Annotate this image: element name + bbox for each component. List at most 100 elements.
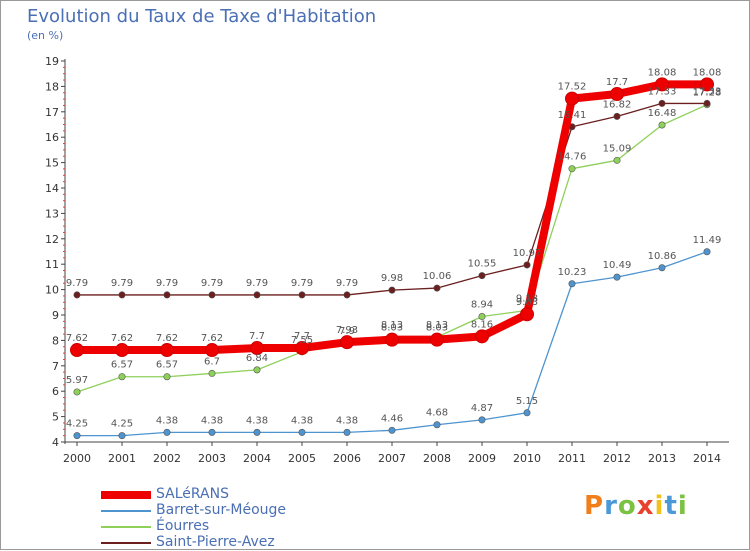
logo-letter: x — [636, 491, 655, 521]
series-barret-data-label: 10.23 — [558, 267, 587, 278]
x-tick-label: 2009 — [468, 452, 496, 465]
series-salerans-data-label: 17.7 — [606, 77, 628, 88]
series-saint-pierre-point — [163, 291, 171, 299]
x-tick-label: 2010 — [513, 452, 541, 465]
series-saint-pierre-point — [523, 261, 531, 269]
series-saint-pierre-point — [73, 291, 81, 299]
series-eourres-point — [613, 156, 621, 164]
logo-letter: i — [654, 491, 665, 521]
series-salerans-data-label: 7.62 — [111, 333, 133, 344]
x-tick-label: 2003 — [198, 452, 226, 465]
series-saint-pierre-point — [343, 291, 351, 299]
series-barret-point — [163, 428, 171, 436]
legend-swatch-eourres — [101, 526, 151, 528]
series-salerans-data-label: 7.7 — [294, 331, 310, 342]
legend-label-saint-pierre: Saint-Pierre-Avez — [156, 534, 275, 550]
series-barret-data-label: 4.68 — [426, 408, 448, 419]
series-salerans-data-label: 7.62 — [66, 333, 88, 344]
series-eourres-point — [253, 366, 261, 374]
series-saint-pierre-data-label: 9.79 — [111, 278, 133, 289]
series-barret-data-label: 4.38 — [291, 415, 313, 426]
series-barret-point — [703, 248, 711, 256]
series-barret-point — [478, 416, 486, 424]
y-tick-label: 8 — [52, 334, 59, 347]
series-eourres-data-label: 7.9 — [339, 326, 355, 337]
series-salerans-point — [565, 91, 579, 106]
series-eourres-data-label: 17.28 — [693, 88, 722, 99]
series-salerans-data-label: 17.52 — [558, 82, 587, 93]
logo-letter: P — [584, 491, 605, 521]
series-saint-pierre-data-label: 16.41 — [558, 110, 587, 121]
series-saint-pierre-data-label: 10.97 — [513, 248, 542, 259]
series-salerans-data-label: 8.03 — [426, 323, 448, 334]
series-salerans-data-label: 7.62 — [201, 333, 223, 344]
series-saint-pierre-data-label: 9.79 — [156, 278, 178, 289]
y-tick-label: 7 — [52, 360, 59, 373]
y-tick-label: 9 — [52, 309, 59, 322]
series-eourres-data-label: 8.94 — [471, 300, 493, 311]
series-salerans-point — [655, 77, 669, 92]
x-tick-label: 2006 — [333, 452, 361, 465]
series-salerans-point — [70, 343, 84, 358]
series-eourres-point — [208, 369, 216, 377]
series-salerans-data-label: 7.62 — [156, 333, 178, 344]
series-salerans-data-label: 7.93 — [336, 325, 358, 336]
legend-swatch-barret — [101, 510, 151, 512]
y-tick-label: 13 — [45, 207, 59, 220]
series-salerans-point — [430, 332, 444, 347]
series-saint-pierre-point — [118, 291, 126, 299]
series-barret-data-label: 4.46 — [381, 413, 403, 424]
y-tick-label: 5 — [52, 411, 59, 424]
series-salerans-point — [340, 335, 354, 350]
x-tick-label: 2012 — [603, 452, 631, 465]
series-saint-pierre-data-label: 9.79 — [336, 278, 358, 289]
series-eourres-data-label: 9.18 — [516, 293, 538, 304]
logo-letter: i — [677, 491, 688, 521]
series-saint-pierre-data-label: 9.79 — [291, 278, 313, 289]
series-eourres-data-label: 8.13 — [381, 320, 403, 331]
series-salerans-point — [475, 329, 489, 344]
series-saint-pierre-point — [253, 291, 261, 299]
series-eourres-data-label: 6.57 — [156, 360, 178, 371]
series-saint-pierre-data-label: 17.33 — [648, 86, 677, 97]
series-barret-data-label: 10.49 — [603, 260, 632, 271]
legend-swatch-salerans — [101, 491, 151, 499]
series-saint-pierre-point — [478, 272, 486, 280]
y-tick-label: 10 — [45, 284, 59, 297]
y-tick-label: 19 — [45, 55, 59, 68]
series-saint-pierre-data-label: 9.79 — [246, 278, 268, 289]
series-barret-point — [388, 426, 396, 434]
x-tick-label: 2000 — [63, 452, 91, 465]
series-eourres-point — [163, 373, 171, 381]
x-tick-label: 2014 — [693, 452, 721, 465]
series-barret-data-label: 11.49 — [693, 235, 722, 246]
series-saint-pierre-point — [658, 99, 666, 107]
series-salerans-data-label: 18.08 — [693, 67, 722, 78]
series-eourres-data-label: 6.84 — [246, 353, 268, 364]
series-salerans-data-label: 8.16 — [471, 319, 493, 330]
logo-letter: o — [617, 491, 637, 521]
x-tick-label: 2004 — [243, 452, 271, 465]
x-tick-label: 2013 — [648, 452, 676, 465]
y-tick-label: 17 — [45, 106, 59, 119]
x-tick-label: 2011 — [558, 452, 586, 465]
series-saint-pierre-data-label: 9.79 — [66, 278, 88, 289]
x-tick-label: 2008 — [423, 452, 451, 465]
series-salerans-data-label: 7.7 — [249, 331, 265, 342]
series-salerans-point — [160, 343, 174, 358]
series-saint-pierre-data-label: 16.82 — [603, 99, 632, 110]
series-salerans-point — [610, 87, 624, 102]
series-saint-pierre-point — [388, 286, 396, 294]
series-eourres-data-label: 8.13 — [426, 320, 448, 331]
y-tick-label: 11 — [45, 258, 59, 271]
series-saint-pierre-data-label: 9.98 — [381, 273, 403, 284]
logo-letter: t — [664, 491, 678, 521]
unit-label: (en %) — [27, 29, 64, 42]
series-barret-point — [613, 273, 621, 281]
series-salerans-data-label: 8.03 — [381, 323, 403, 334]
series-eourres-point — [73, 388, 81, 396]
series-barret-data-label: 5.15 — [516, 396, 538, 407]
series-salerans-point — [115, 343, 129, 358]
